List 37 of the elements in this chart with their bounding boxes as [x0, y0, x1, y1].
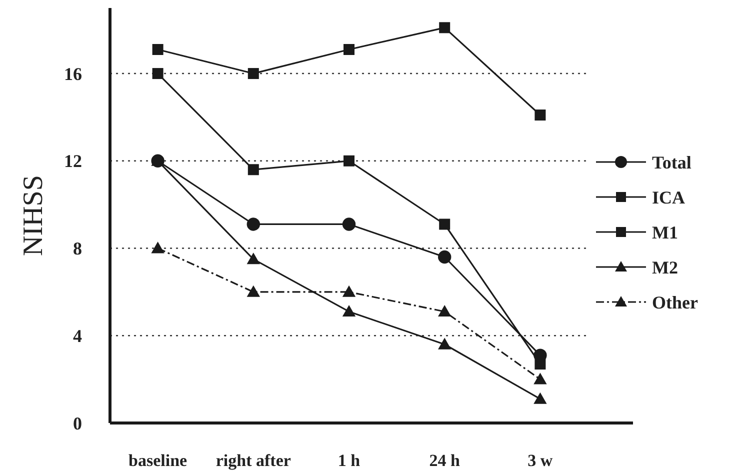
- point: [152, 68, 164, 80]
- point: [439, 22, 450, 34]
- point: [248, 68, 259, 80]
- y-tick-label: 8: [73, 238, 82, 259]
- point: [152, 44, 164, 55]
- x-tick-label: baseline: [128, 451, 188, 470]
- point: [248, 164, 259, 176]
- point: [344, 44, 354, 55]
- point: [534, 392, 547, 404]
- y-tick-label: 12: [64, 151, 82, 172]
- point: [246, 252, 260, 264]
- legend-label: Other: [652, 292, 698, 312]
- point: [534, 110, 546, 121]
- point: [246, 218, 260, 231]
- legend-label: M1: [652, 222, 678, 242]
- y-tick-label: 4: [73, 326, 82, 346]
- x-tick-label: 24 h: [429, 451, 460, 470]
- point: [534, 372, 547, 384]
- point: [439, 218, 450, 230]
- point: [246, 285, 260, 297]
- point: [438, 250, 452, 264]
- legend-label: M2: [652, 257, 678, 278]
- y-axis-title: NIHSS: [18, 175, 49, 256]
- x-tick-label: 3 w: [528, 451, 554, 470]
- point: [151, 242, 164, 254]
- point: [342, 305, 356, 317]
- x-tick-label: 1 h: [338, 451, 361, 470]
- point: [342, 285, 356, 297]
- point: [438, 338, 452, 350]
- point: [342, 218, 356, 231]
- legend-label: Total: [652, 152, 692, 172]
- y-tick-label: 16: [64, 64, 82, 84]
- y-tick-label: 0: [73, 413, 82, 434]
- point: [438, 305, 452, 317]
- point: [344, 155, 354, 166]
- legend-label: ICA: [652, 187, 686, 208]
- x-tick-label: right after: [216, 451, 292, 470]
